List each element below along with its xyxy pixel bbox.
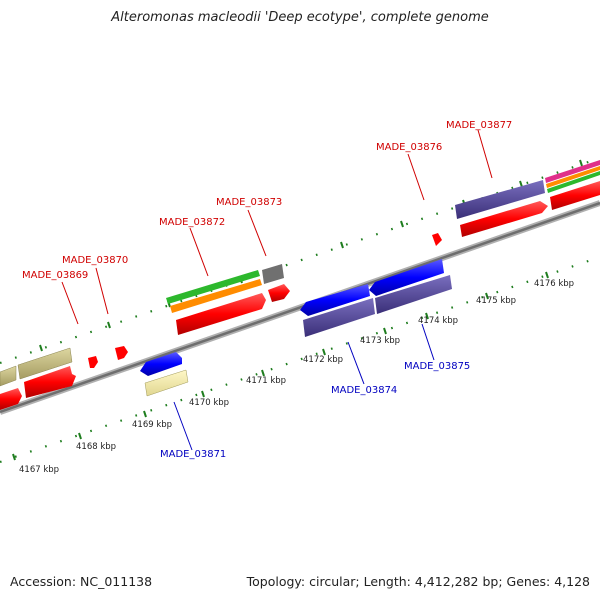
gene-label: MADE_03877 [446, 120, 512, 131]
gene-MADE_03873 [262, 264, 290, 302]
genome-summary-text: Topology: circular; Length: 4,412,282 bp… [246, 574, 590, 589]
gene-MADE_03875 [369, 259, 452, 314]
tick-label: 4171 kbp [246, 376, 286, 386]
gene-MADE_03876 [432, 233, 442, 246]
tick-label: 4175 kbp [476, 296, 516, 306]
gene-MADE_03874 [300, 284, 375, 337]
gene-label: MADE_03870 [62, 255, 128, 266]
major-ticks [12, 271, 549, 461]
gene-MADE_03877 [455, 160, 600, 237]
gene-label: MADE_03872 [159, 217, 225, 228]
genome-backbone [0, 200, 600, 415]
tick-label: 4168 kbp [76, 442, 116, 452]
callout-lines [61, 129, 493, 451]
gene-label: MADE_03871 [160, 449, 226, 460]
tick-label: 4169 kbp [132, 420, 172, 430]
gene-MADE_03872 [166, 270, 266, 335]
tick-label: 4173 kbp [360, 336, 400, 346]
tick-label: 4172 kbp [303, 355, 343, 365]
tick-label: 4176 kbp [534, 279, 574, 289]
gene-labels-top: MADE_03869 MADE_03870 MADE_03872 MADE_03… [22, 120, 512, 281]
gene-label: MADE_03875 [404, 361, 470, 372]
gene-MADE_03870 [88, 346, 128, 368]
gene-labels-bottom: MADE_03871 MADE_03874 MADE_03875 [160, 361, 470, 460]
gene-MADE_03871 [140, 352, 189, 397]
gene-label: MADE_03874 [331, 385, 397, 396]
gene-label: MADE_03873 [216, 197, 282, 208]
gene-label: MADE_03869 [22, 270, 88, 281]
genome-title: Alteromonas macleodii 'Deep ecotype', co… [111, 10, 489, 25]
tick-label: 4167 kbp [19, 465, 59, 475]
tick-label: 4174 kbp [418, 316, 458, 326]
tick-labels: 4167 kbp 4168 kbp 4169 kbp 4170 kbp 4171… [19, 279, 574, 475]
accession-text: Accession: NC_011138 [10, 574, 153, 589]
tick-label: 4170 kbp [189, 398, 229, 408]
gene-MADE_03869-blocks [0, 347, 76, 410]
gene-label: MADE_03876 [376, 142, 442, 153]
